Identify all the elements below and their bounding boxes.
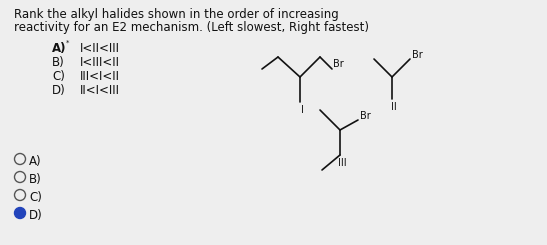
Text: C): C) [52,70,65,83]
Text: A): A) [52,42,67,55]
Text: II: II [391,102,397,112]
Text: B): B) [29,173,42,186]
Text: D): D) [52,84,66,97]
Text: III: III [337,158,346,168]
Text: Br: Br [412,50,423,60]
Text: II<I<III: II<I<III [80,84,120,97]
Text: *: * [66,40,69,46]
Text: I<III<II: I<III<II [80,56,120,69]
Circle shape [15,208,26,219]
Text: Br: Br [360,111,371,121]
Text: B): B) [52,56,65,69]
Text: Br: Br [333,59,344,69]
Text: reactivity for an E2 mechanism. (Left slowest, Right fastest): reactivity for an E2 mechanism. (Left sl… [14,21,369,34]
Text: Rank the alkyl halides shown in the order of increasing: Rank the alkyl halides shown in the orde… [14,8,339,21]
Text: C): C) [29,191,42,204]
Text: D): D) [29,209,43,222]
Text: I<II<III: I<II<III [80,42,120,55]
Text: I: I [300,105,304,115]
Text: III<I<II: III<I<II [80,70,120,83]
Text: A): A) [29,155,42,168]
